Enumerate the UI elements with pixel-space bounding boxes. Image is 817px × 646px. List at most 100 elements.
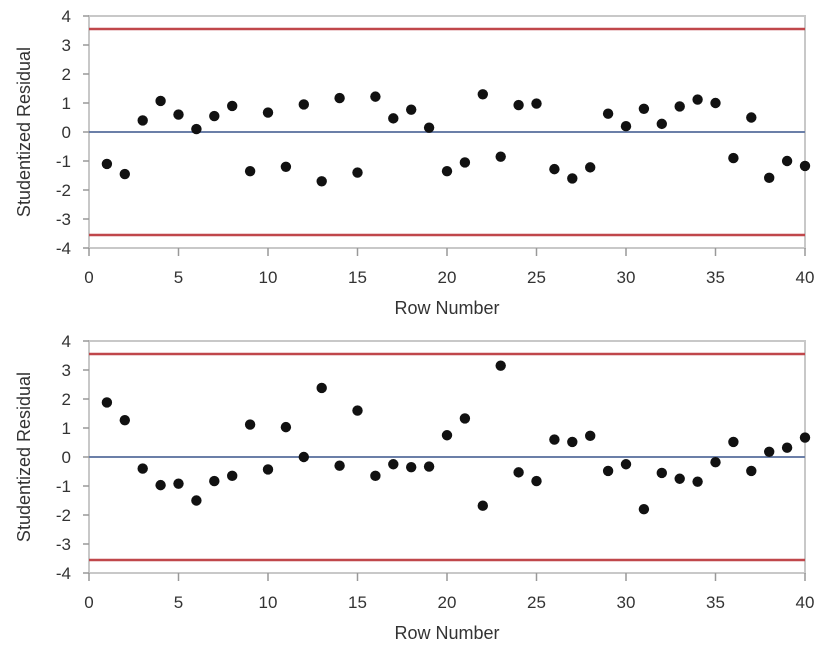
residual-point — [244, 165, 256, 177]
y-tick-label: -4 — [56, 564, 71, 583]
y-tick-label: -4 — [56, 239, 71, 258]
residual-point — [280, 421, 292, 433]
residual-point — [406, 461, 417, 473]
residual-point — [638, 103, 650, 115]
residual-point — [710, 457, 721, 468]
x-axis-title: Row Number — [394, 298, 499, 318]
residual-point — [781, 442, 793, 453]
residual-point — [495, 360, 506, 371]
x-tick-label: 30 — [617, 268, 636, 287]
residual-point — [244, 419, 256, 430]
x-tick-label: 15 — [348, 593, 367, 612]
residual-point — [173, 109, 184, 120]
residual-point — [513, 99, 524, 111]
residual-point — [209, 110, 220, 122]
x-tick-label: 5 — [174, 268, 183, 287]
residual-point — [137, 115, 148, 126]
residual-point — [155, 479, 166, 491]
residual-point — [585, 430, 596, 442]
y-tick-label: 0 — [62, 448, 71, 467]
residual-point — [441, 430, 453, 441]
residual-point — [799, 432, 811, 443]
y-axis-title: Studentized Residual — [14, 372, 34, 542]
y-tick-label: 4 — [62, 332, 71, 351]
residual-point — [710, 97, 721, 109]
x-tick-label: 5 — [174, 593, 183, 612]
x-tick-label: 40 — [796, 268, 815, 287]
residual-point — [119, 168, 130, 180]
residual-point — [388, 113, 399, 124]
x-tick-label: 35 — [706, 268, 725, 287]
residual-point — [746, 465, 757, 477]
residual-point — [352, 167, 363, 178]
y-tick-label: 1 — [62, 94, 71, 113]
x-tick-label: 25 — [527, 268, 546, 287]
y-tick-label: -1 — [56, 477, 71, 496]
residual-point — [459, 157, 471, 168]
residual-point — [549, 434, 560, 445]
residual-point — [119, 414, 130, 426]
y-tick-label: 1 — [62, 419, 71, 438]
residual-point — [549, 163, 560, 175]
residual-point — [781, 155, 793, 167]
residual-point — [191, 123, 202, 135]
residual-point — [298, 451, 309, 463]
residual-point — [298, 99, 309, 110]
residual-point — [728, 152, 739, 164]
residual-point — [334, 460, 345, 471]
residual-point — [262, 464, 274, 475]
residual-point — [638, 504, 650, 515]
y-tick-label: 4 — [62, 7, 71, 26]
residual-point — [191, 495, 202, 506]
x-tick-label: 20 — [438, 593, 457, 612]
y-tick-label: -2 — [56, 181, 71, 200]
residual-point — [370, 470, 381, 482]
residual-point — [692, 94, 703, 105]
y-tick-label: -2 — [56, 506, 71, 525]
residual-point — [620, 459, 632, 470]
x-tick-label: 10 — [259, 268, 278, 287]
residual-point — [316, 382, 327, 394]
x-tick-label: 20 — [438, 268, 457, 287]
x-axis-title: Row Number — [394, 623, 499, 643]
x-tick-label: 35 — [706, 593, 725, 612]
residual-point — [334, 92, 345, 104]
residual-point — [101, 158, 113, 170]
residual-point — [799, 160, 811, 172]
y-tick-label: 2 — [62, 390, 71, 409]
residual-point — [602, 108, 614, 119]
residual-point — [227, 100, 238, 112]
x-tick-label: 15 — [348, 268, 367, 287]
residual-point — [602, 465, 614, 477]
residual-point — [423, 122, 435, 133]
residual-point — [674, 101, 685, 112]
residual-point — [280, 161, 292, 172]
residual-point — [764, 172, 775, 184]
residual-point — [459, 413, 471, 424]
residual-point — [764, 446, 775, 457]
residual-point — [531, 98, 542, 109]
x-tick-label: 0 — [84, 593, 93, 612]
y-tick-label: 0 — [62, 123, 71, 142]
residual-point — [209, 475, 220, 487]
residual-point — [567, 173, 578, 184]
y-tick-label: 3 — [62, 361, 71, 380]
residual-point — [137, 463, 148, 474]
residual-point — [370, 91, 381, 102]
residual-point — [513, 467, 524, 478]
residual-point — [674, 473, 685, 484]
residual-point — [495, 151, 506, 162]
residual-point — [441, 165, 453, 177]
residual-point — [352, 405, 363, 416]
residual-point — [746, 112, 757, 123]
residual-point — [406, 104, 417, 115]
residual-point — [477, 500, 488, 511]
residual-point — [423, 461, 435, 472]
residual-point — [262, 107, 274, 118]
x-tick-label: 30 — [617, 593, 636, 612]
residual-point — [728, 436, 739, 448]
y-tick-label: -3 — [56, 210, 71, 229]
